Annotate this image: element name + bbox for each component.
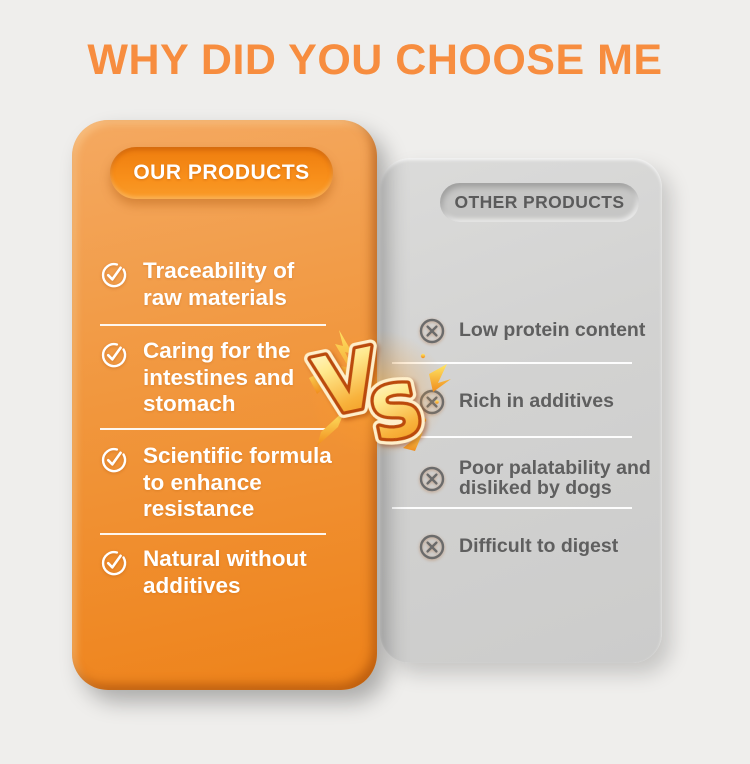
check-circle-icon [101, 342, 127, 368]
list-item-label: Poor palatability and disliked by dogs [459, 457, 651, 499]
list-item: Difficult to digest [418, 533, 618, 561]
list-item-label: Low protein content [459, 319, 646, 342]
list-item-label: Rich in additives [459, 390, 614, 413]
list-item: Poor palatability and disliked by dogs [418, 457, 651, 499]
divider [100, 533, 326, 535]
divider [100, 324, 326, 326]
cross-circle-icon [419, 318, 445, 344]
list-item: Natural without additives [100, 546, 307, 599]
list-item: Low protein content [418, 317, 645, 345]
list-item-label: Caring for the intestines and stomach [143, 338, 295, 416]
cross-circle-icon [419, 466, 445, 491]
divider [100, 428, 326, 430]
list-item-label: Difficult to digest [459, 535, 619, 558]
list-item: Scientific formula to enhance resistance [100, 443, 332, 523]
cross-circle-icon [419, 389, 445, 415]
divider [392, 507, 632, 509]
check-circle-icon [101, 447, 127, 473]
list-item-label: Traceability of raw materials [143, 258, 295, 310]
our-products-badge: OUR PRODUCTS [110, 147, 333, 199]
other-products-card: OTHER PRODUCTS Low protein content Rich … [380, 158, 662, 663]
page-title: WHY DID YOU CHOOSE ME [87, 36, 663, 84]
other-products-badge: OTHER PRODUCTS [440, 183, 639, 222]
cross-circle-icon [419, 534, 445, 560]
list-item-label: Scientific formula to enhance resistance [143, 443, 332, 521]
list-item: Rich in additives [418, 388, 614, 416]
check-circle-icon [101, 550, 127, 576]
check-circle-icon [101, 262, 127, 288]
our-products-card: OUR PRODUCTS Traceability of raw materia… [72, 120, 377, 690]
list-item-label: Natural without additives [143, 546, 307, 598]
divider [392, 362, 632, 364]
list-item: Caring for the intestines and stomach [100, 338, 295, 418]
list-item: Traceability of raw materials [100, 258, 295, 311]
divider [392, 436, 632, 438]
